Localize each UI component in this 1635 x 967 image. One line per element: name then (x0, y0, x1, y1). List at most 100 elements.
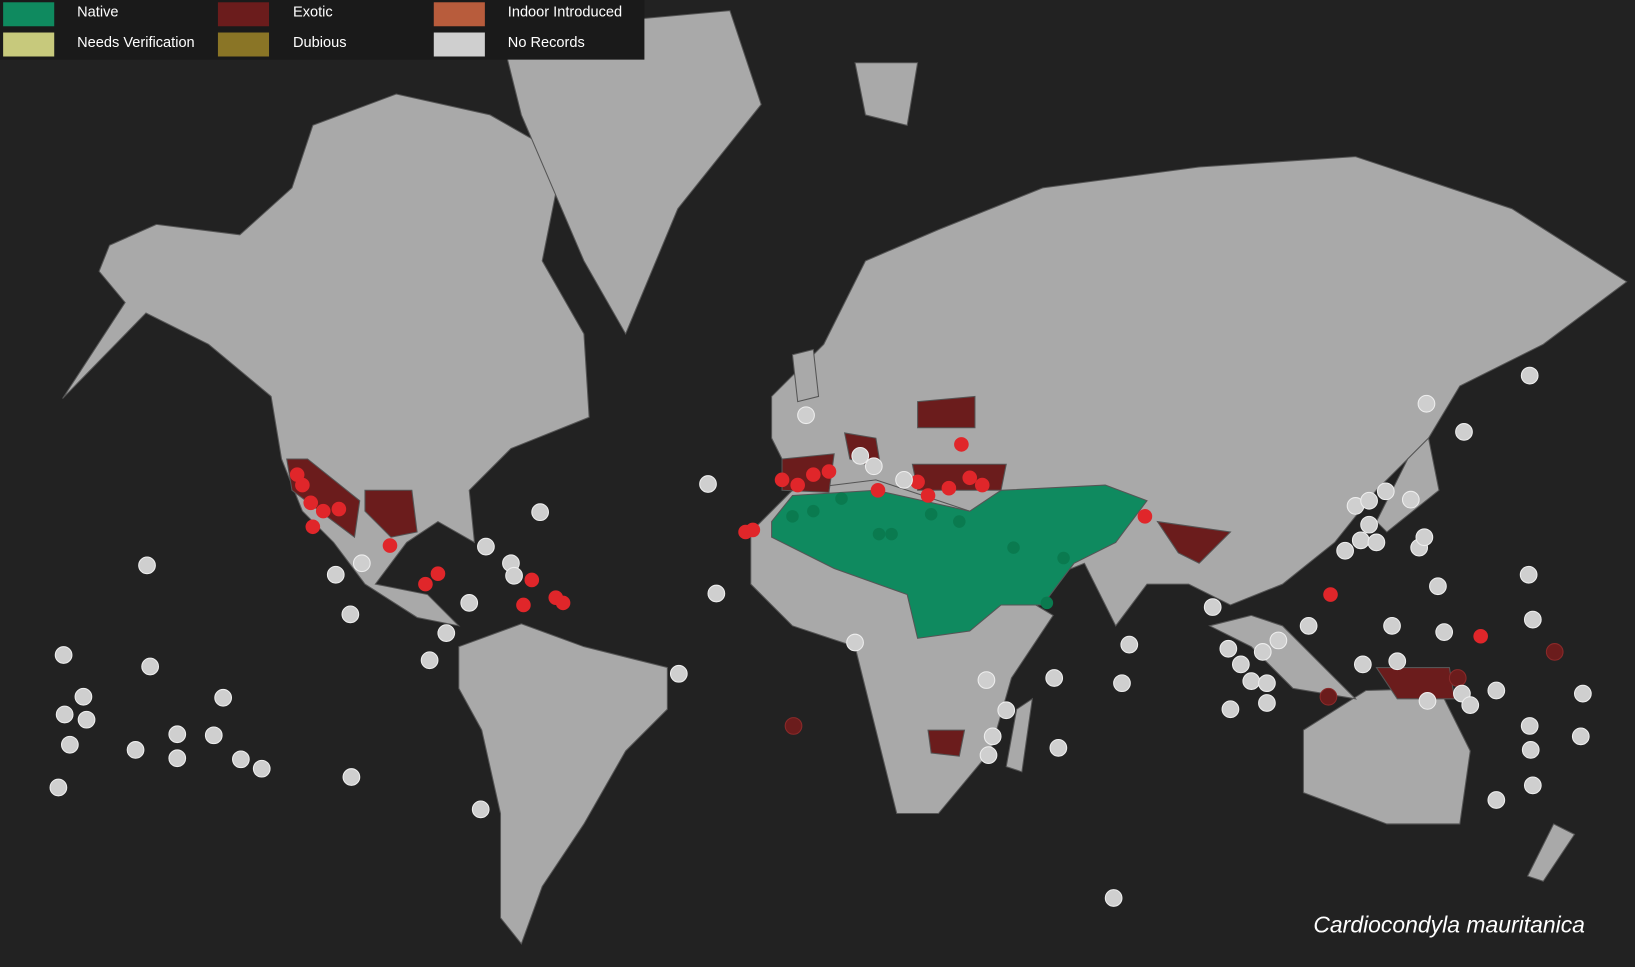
no-record (420, 651, 439, 670)
no-record (1299, 616, 1318, 635)
exotic-record (418, 576, 433, 592)
no-record (1360, 491, 1378, 510)
no-record (1049, 738, 1068, 757)
no-record (1351, 531, 1370, 550)
greenland (499, 10, 762, 336)
no-record (1388, 652, 1407, 671)
legend-label: No Records (508, 35, 585, 51)
no-record (1455, 423, 1473, 441)
no-record (74, 687, 93, 706)
no-record (1435, 623, 1454, 641)
no-record (1367, 533, 1386, 552)
no-record (352, 554, 371, 573)
no-record (1401, 490, 1420, 509)
exotic-record (774, 472, 790, 488)
no-record (1523, 610, 1542, 629)
no-record (1574, 684, 1592, 703)
no-record (846, 633, 864, 652)
exotic-record (315, 503, 331, 519)
no-record (49, 778, 68, 797)
no-record (1523, 776, 1542, 795)
no-record (895, 470, 913, 489)
exotic-record (524, 572, 540, 588)
legend-box (0, 0, 645, 60)
exotic-record (1323, 587, 1338, 602)
australia (1302, 687, 1471, 825)
no-record (1519, 565, 1538, 584)
no-record (979, 746, 998, 764)
no-record (1120, 635, 1139, 654)
no-record (1520, 366, 1539, 385)
no-record (1418, 692, 1437, 710)
no-record (437, 624, 456, 642)
legend: Native Needs Verification Exotic Dubious Ind… (0, 0, 645, 60)
uk (791, 348, 820, 403)
south-america (458, 623, 668, 945)
no-record (1360, 515, 1378, 534)
legend-swatch (3, 2, 55, 27)
exotic-region (1156, 520, 1232, 564)
new-zealand (1526, 823, 1576, 882)
no-record (1242, 672, 1261, 690)
north-america (62, 93, 590, 627)
no-record (1487, 791, 1506, 809)
no-record (77, 710, 96, 729)
exotic-region (364, 489, 418, 538)
no-record (531, 503, 549, 522)
no-record (477, 537, 495, 556)
no-record (460, 594, 479, 612)
native-record (835, 492, 848, 505)
no-record (326, 565, 345, 584)
exotic-record (1448, 669, 1467, 687)
no-record (1221, 700, 1240, 719)
native-record (807, 504, 820, 518)
no-record (1417, 394, 1436, 413)
no-record (141, 657, 160, 676)
no-record (341, 605, 360, 624)
no-record (126, 741, 145, 759)
no-record (55, 705, 74, 724)
exotic-record (784, 717, 803, 735)
legend-label: Needs Verification (77, 35, 194, 51)
exotic-region (1375, 667, 1456, 700)
exotic-record (295, 477, 310, 493)
legend-swatch (433, 2, 485, 27)
no-record (204, 726, 223, 745)
native-record (872, 527, 886, 541)
exotic-record (941, 480, 957, 496)
no-record (983, 727, 1002, 746)
madagascar (1005, 697, 1033, 773)
exotic-range (286, 395, 1456, 757)
no-record (1258, 694, 1276, 712)
exotic-record (382, 538, 398, 553)
exotic-record (331, 501, 347, 517)
native-record (924, 508, 938, 521)
no-record (1376, 482, 1395, 501)
exotic-record (920, 488, 936, 503)
no-record (1461, 696, 1480, 714)
exotic-record (974, 477, 990, 493)
no-record (232, 750, 250, 769)
no-record (1415, 528, 1434, 547)
no-record (138, 556, 156, 575)
legend-swatch (433, 32, 485, 57)
no-record (1521, 741, 1540, 759)
native-range (771, 484, 1148, 639)
legend-swatch (217, 32, 270, 57)
exotic-region (911, 463, 1007, 491)
exotic-record (910, 474, 925, 490)
no-record (669, 664, 688, 683)
no-record (797, 406, 815, 425)
native-record (786, 510, 799, 523)
japan (1375, 437, 1440, 533)
exotic-record (870, 482, 886, 498)
no-record (699, 475, 717, 493)
native-record (1007, 541, 1020, 554)
no-record (1336, 541, 1354, 560)
no-record (1219, 639, 1238, 658)
no-record (1487, 681, 1506, 700)
no-record (342, 768, 361, 786)
exotic-record (516, 597, 531, 613)
exotic-record (1545, 643, 1564, 661)
